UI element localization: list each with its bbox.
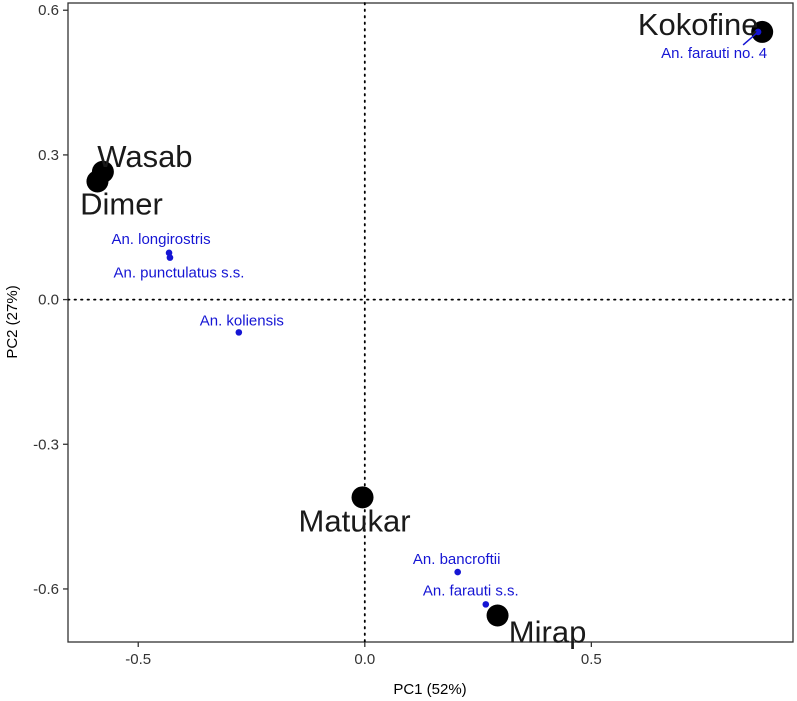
axis-ticks: -0.5 0.0 0.5 -0.6 -0.3 0.0 0.3 0.6 [33,2,602,668]
species-label-an-farauti-no-4: An. farauti no. 4 [661,45,767,62]
x-tick-label: 0.5 [581,651,602,668]
plot-panel [67,2,794,643]
reference-lines [67,2,794,643]
site-label-matukar: Matukar [299,503,411,538]
y-tick-label: 0.6 [38,2,59,19]
site-label-wasab: Wasab [97,139,192,174]
site-label-dimer: Dimer [80,186,163,221]
y-tick-label: -0.3 [33,436,59,453]
x-tick-label: 0.0 [354,651,375,668]
species-label-an-punctulatus-s-s: An. punctulatus s.s. [114,265,245,282]
site-point-kokofine [751,20,774,43]
species-label-an-longirostris: An. longirostris [111,231,210,248]
site-point-matukar [351,486,374,509]
label-leader-line [742,31,759,46]
species-point-an-koliensis [235,329,243,336]
x-tick-label: -0.5 [125,651,151,668]
y-tick-label: -0.6 [33,581,59,598]
species-label-an-farauti-s-s: An. farauti s.s. [423,582,519,599]
point-labels: Kokofine Wasab Dimer Matukar Mirap An. faraut… [80,7,767,650]
site-point-dimer [86,170,109,193]
y-tick-label: 0.3 [38,147,59,164]
y-axis-title: PC2 (27%) [4,285,21,358]
species-label-an-bancroftii: An. bancroftii [413,551,501,568]
species-point-an-farauti-s-s [482,601,490,608]
species-point-an-bancroftii [454,568,461,576]
y-tick-label: 0.0 [38,292,59,309]
site-label-mirap: Mirap [509,614,587,649]
site-point-mirap [486,604,509,627]
x-axis-title: PC1 (52%) [393,681,466,698]
data-points [86,20,774,627]
species-point-an-punctulatus-s-s [166,254,174,261]
species-label-an-koliensis: An. koliensis [200,312,284,329]
site-label-kokofine: Kokofine [638,7,759,42]
